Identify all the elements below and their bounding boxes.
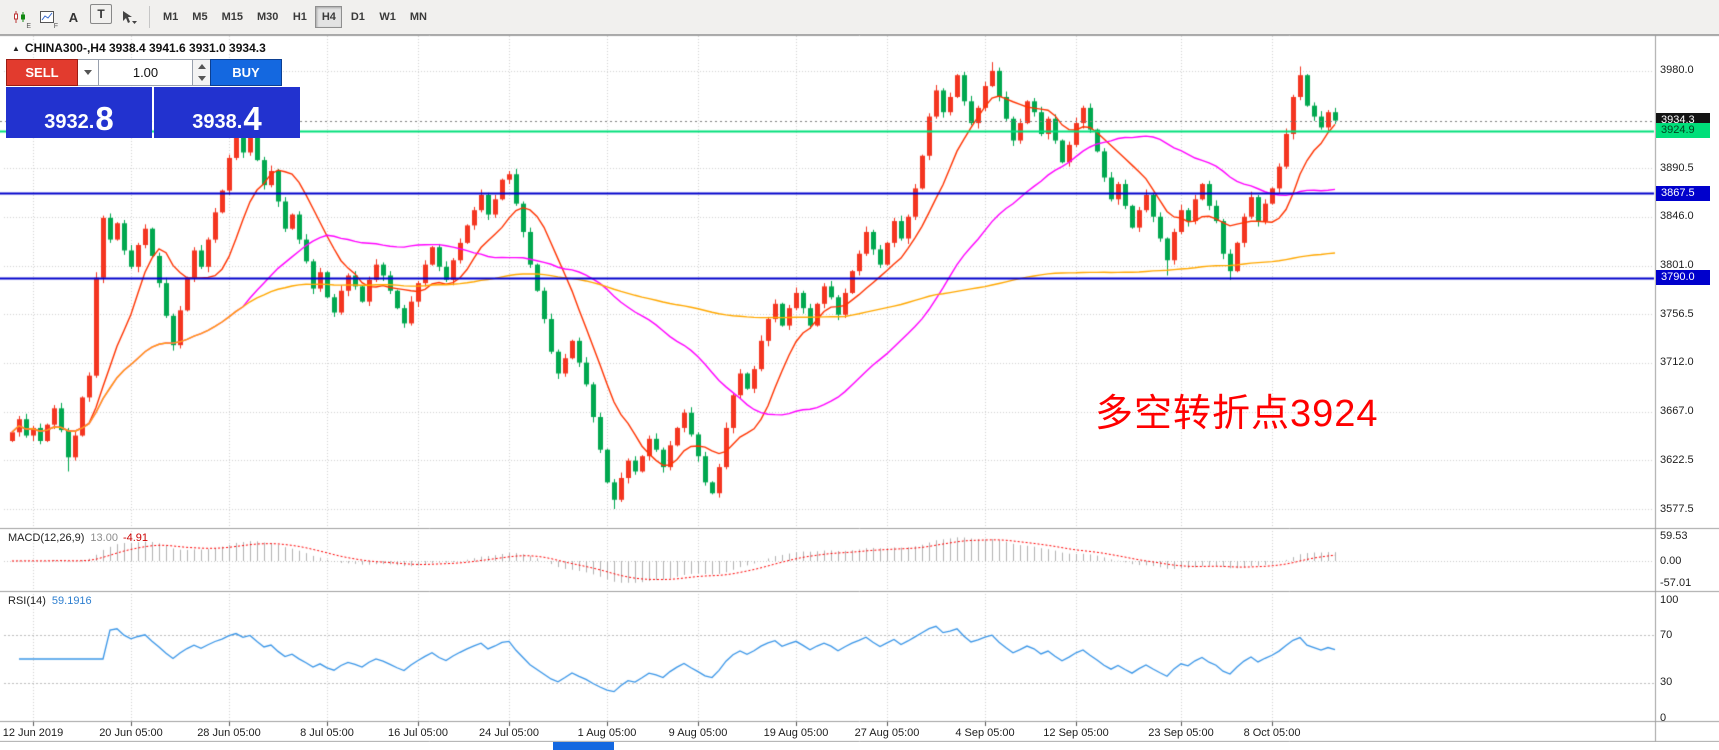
time-axis-label: 20 Jun 05:00 <box>99 727 163 739</box>
time-axis-label: 19 Aug 05:00 <box>763 727 829 739</box>
price-axis-label: 3577.5 <box>1660 502 1694 515</box>
timeframe-h4[interactable]: H4 <box>315 6 343 28</box>
rsi-axis-label: 70 <box>1660 628 1673 641</box>
indicators-icon-sub: E <box>26 23 31 30</box>
volume-dropdown[interactable] <box>78 59 99 86</box>
text-box-tool[interactable]: T <box>90 4 112 24</box>
indicators-icon[interactable]: E <box>6 4 33 30</box>
macd-name: MACD(12,26,9) <box>8 532 85 544</box>
price-axis-label: 3801.0 <box>1660 259 1694 272</box>
price-axis-label: 3756.5 <box>1660 307 1694 320</box>
time-axis-label: 1 Aug 05:00 <box>577 727 637 739</box>
arrow-up-icon <box>197 63 206 69</box>
rsi-axis-label: 30 <box>1660 676 1673 689</box>
time-axis-label: 9 Aug 05:00 <box>668 727 728 739</box>
chevron-down-icon <box>84 70 92 75</box>
timeframe-mn[interactable]: MN <box>409 11 427 23</box>
chart-title-text: CHINA300-,H4 3938.4 3941.6 3931.0 3934.3 <box>24 41 266 55</box>
rsi-axis-label: 0 <box>1660 711 1667 724</box>
sell-price: 3932. <box>44 111 95 133</box>
time-axis-label: 16 Jul 05:00 <box>388 727 448 739</box>
rsi-value: 59.1916 <box>51 595 92 607</box>
macd-signal-value: -4.91 <box>122 532 149 544</box>
time-axis-label: 12 Jun 2019 <box>2 727 64 739</box>
rsi-name: RSI(14) <box>8 595 46 607</box>
trade-controls-row: SELL BUY <box>6 59 300 86</box>
macd-axis-label: -57.01 <box>1660 577 1692 590</box>
macd-axis-label: 59.53 <box>1660 530 1688 543</box>
rsi-label: RSI(14) 59.1916 <box>8 595 92 607</box>
sell-price-display[interactable]: 3932. 8 <box>6 87 152 138</box>
symbol-marker-icon: ▲ <box>12 43 20 53</box>
time-axis-label: 24 Jul 05:00 <box>479 727 539 739</box>
price-tag-3924.9: 3924.9 <box>1656 123 1710 139</box>
timeframe-group: M1 M5 M15 M30 H1 H4 D1 W1 MN <box>157 6 435 28</box>
macd-main-value: 13.00 <box>90 532 118 544</box>
sell-button[interactable]: SELL <box>6 59 78 86</box>
time-axis-label: 28 Jun 05:00 <box>197 727 261 739</box>
one-click-trade-panel: SELL BUY 3932. 8 3938. 4 <box>6 59 300 138</box>
volume-input[interactable] <box>99 59 193 86</box>
trade-prices-row: 3932. 8 3938. 4 <box>6 87 300 138</box>
time-axis-label: 4 Sep 05:00 <box>955 727 1015 739</box>
arrow-down-icon <box>197 76 206 82</box>
timeframe-m30[interactable]: M30 <box>256 11 279 23</box>
price-axis-label: 3712.0 <box>1660 356 1694 369</box>
price-axis-label: 3667.0 <box>1660 405 1694 418</box>
volume-increment-button[interactable] <box>193 60 210 73</box>
chart-annotation-text: 多空转折点3924 <box>1095 393 1379 435</box>
macd-label: MACD(12,26,9) 13.00 -4.91 <box>8 532 148 544</box>
time-axis-label: 27 Aug 05:00 <box>854 727 920 739</box>
time-axis-label: 12 Sep 05:00 <box>1043 727 1109 739</box>
volume-decrement-button[interactable] <box>193 73 210 86</box>
buy-price-display[interactable]: 3938. 4 <box>154 87 300 138</box>
bottom-taskbar-fragment <box>0 742 1719 750</box>
timeframe-d1[interactable]: D1 <box>350 11 365 23</box>
cursor-tool[interactable] <box>115 4 142 30</box>
time-axis-label: 23 Sep 05:00 <box>1148 727 1214 739</box>
timeframe-h1[interactable]: H1 <box>292 11 307 23</box>
price-axis-label: 3890.5 <box>1660 161 1694 174</box>
buy-button[interactable]: BUY <box>210 59 282 86</box>
price-axis-label: 3622.5 <box>1660 453 1694 466</box>
time-axis-label: 8 Jul 05:00 <box>300 727 354 739</box>
chart-window-icon[interactable]: F <box>33 4 60 30</box>
bottom-taskbar-highlight <box>553 742 614 750</box>
toolbar-separator <box>149 6 150 28</box>
timeframe-m5[interactable]: M5 <box>192 11 208 23</box>
sell-price-big-digit: 8 <box>95 99 114 137</box>
buy-price-big-digit: 4 <box>243 99 262 137</box>
price-axis-label: 3846.0 <box>1660 210 1694 223</box>
timeframe-m15[interactable]: M15 <box>221 11 243 23</box>
timeframe-m1[interactable]: M1 <box>163 11 179 23</box>
price-tag-3790.0: 3790.0 <box>1656 270 1710 286</box>
time-axis-label: 8 Oct 05:00 <box>1243 727 1301 739</box>
chart-window-icon-sub: F <box>53 23 58 30</box>
volume-stepper <box>193 59 210 86</box>
rsi-axis-label: 100 <box>1660 593 1679 606</box>
price-tag-3867.5: 3867.5 <box>1656 185 1710 201</box>
price-axis-label: 3980.0 <box>1660 64 1694 77</box>
timeframe-w1[interactable]: W1 <box>379 11 396 23</box>
chart-title: ▲ CHINA300-,H4 3938.4 3941.6 3931.0 3934… <box>12 41 266 55</box>
buy-price: 3938. <box>192 111 243 133</box>
text-label-tool[interactable]: A <box>68 9 79 25</box>
macd-axis-label: 0.00 <box>1660 554 1682 567</box>
